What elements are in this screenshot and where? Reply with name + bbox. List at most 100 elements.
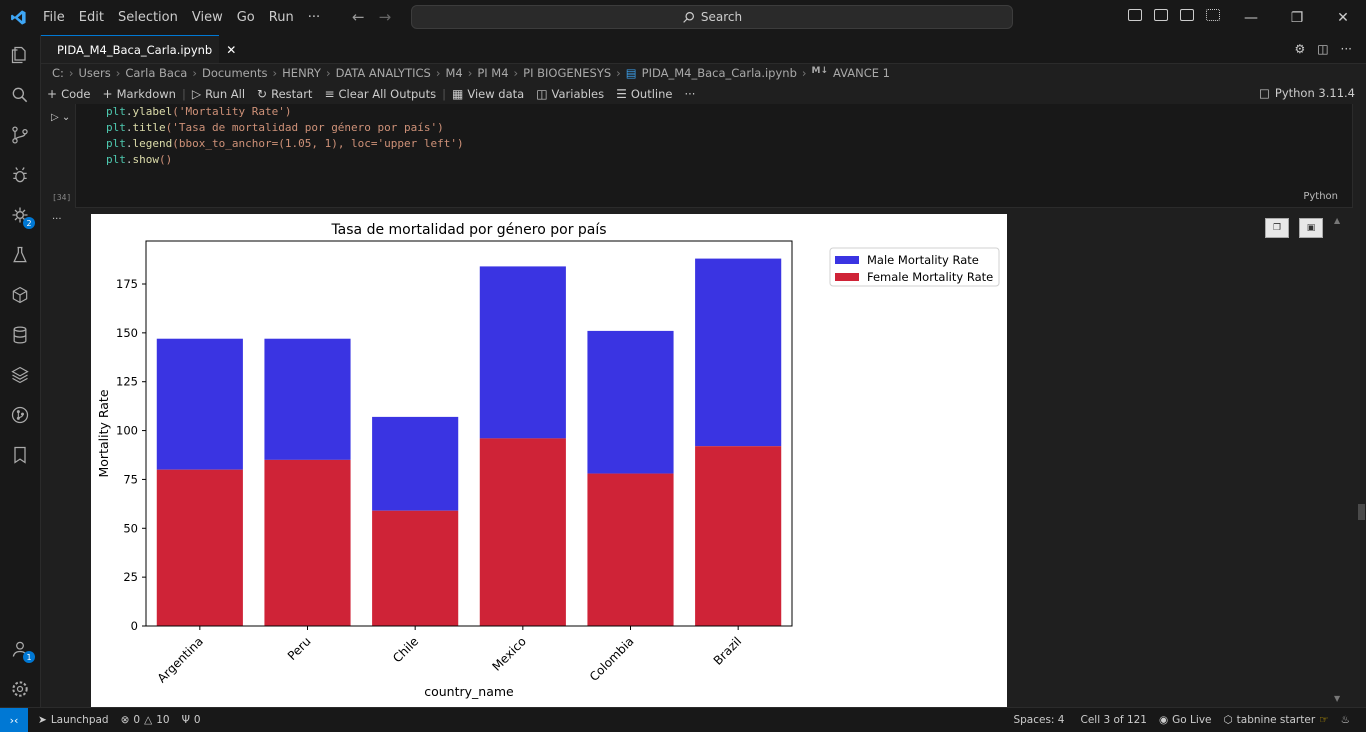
x-tick-label: Argentina	[155, 634, 206, 685]
menu-go[interactable]: Go	[236, 10, 255, 25]
forward-arrow-icon[interactable]: →	[378, 8, 392, 26]
breadcrumb-item[interactable]: PI M4	[477, 66, 509, 80]
tabnine-item[interactable]: ⬡ tabnine starter ☞	[1218, 714, 1335, 726]
breadcrumb-item[interactable]: AVANCE 1	[832, 66, 890, 80]
scroll-up-icon[interactable]: ▲	[1334, 216, 1341, 225]
indentation-item[interactable]: Spaces: 4	[1013, 714, 1065, 726]
copy-output-icon[interactable]: ❐	[1265, 218, 1289, 238]
cell-position-item[interactable]: Cell 3 of 121	[1080, 714, 1147, 726]
menu-selection[interactable]: Selection	[117, 10, 178, 25]
restore-icon[interactable]: ❐	[1290, 9, 1304, 26]
remote-indicator-icon[interactable]: ›‹	[0, 708, 28, 732]
x-tick-label: Peru	[285, 634, 314, 663]
output-more-icon[interactable]: ···	[52, 214, 62, 225]
database-icon[interactable]	[8, 323, 32, 347]
bar-male-mexico	[479, 266, 566, 439]
explorer-icon[interactable]	[8, 43, 32, 67]
source-control-icon[interactable]	[8, 123, 32, 147]
outline-button[interactable]: ☰ Outline	[610, 87, 678, 101]
y-tick-label: 75	[123, 472, 138, 486]
restart-button[interactable]: ↻ Restart	[251, 87, 318, 101]
close-window-icon[interactable]: ✕	[1337, 9, 1349, 26]
problems-item[interactable]: ⊗ 0 △ 10	[115, 714, 176, 726]
scroll-down-icon[interactable]: ▼	[1334, 694, 1341, 703]
toggle-secondary-sidebar-icon[interactable]	[1180, 9, 1194, 21]
toolbar-more-label: ···	[684, 87, 696, 101]
add-markdown-button[interactable]: + Markdown	[97, 87, 182, 101]
extensions-icon[interactable]: 2	[8, 203, 35, 229]
menu-view[interactable]: View	[191, 10, 223, 25]
manage-gear-icon[interactable]	[8, 677, 32, 701]
tab-notebook[interactable]: PIDA_M4_Baca_Carla.ipynb ✕	[41, 35, 236, 63]
menu-edit[interactable]: Edit	[78, 10, 104, 25]
close-tab-icon[interactable]: ✕	[226, 42, 237, 57]
run-all-label: Run All	[205, 87, 246, 101]
git-graph-icon[interactable]	[8, 403, 32, 427]
layers-icon[interactable]	[8, 363, 32, 387]
menu-run[interactable]: Run	[268, 10, 294, 25]
save-output-icon[interactable]: ▣	[1299, 218, 1323, 238]
extensions-badge: 2	[23, 217, 35, 229]
run-all-button[interactable]: ▷ Run All	[186, 87, 251, 101]
toggle-primary-sidebar-icon[interactable]	[1128, 9, 1142, 21]
notifications-bell-icon[interactable]: ♨	[1340, 714, 1350, 726]
customize-layout-icon[interactable]	[1206, 9, 1220, 21]
bookmarks-icon[interactable]	[8, 443, 32, 467]
toggle-panel-icon[interactable]	[1154, 9, 1168, 21]
testing-icon[interactable]	[8, 243, 32, 267]
minimize-icon[interactable]: —	[1244, 9, 1258, 26]
command-center-search[interactable]: Search	[411, 5, 1013, 29]
breadcrumb-item[interactable]: M4	[445, 66, 463, 80]
y-tick-label: 100	[116, 424, 138, 438]
menu-more[interactable]: ···	[307, 10, 321, 25]
menu-file[interactable]: File	[43, 10, 65, 25]
editor-scrollbar[interactable]	[1357, 104, 1366, 707]
bar-female-argentina	[156, 469, 243, 626]
code-line: plt.title('Tasa de mortalidad por género…	[106, 121, 444, 134]
breadcrumb-item[interactable]: HENRY	[282, 66, 321, 80]
code-cell[interactable]: plt.ylabel('Mortality Rate') plt.title('T…	[75, 104, 1353, 208]
bar-female-mexico	[479, 438, 566, 626]
go-live-item[interactable]: ◉ Go Live	[1153, 714, 1218, 726]
breadcrumb-item[interactable]: DATA ANALYTICS	[335, 66, 431, 80]
cell-language[interactable]: Python	[1303, 191, 1338, 202]
y-tick-label: 175	[116, 277, 138, 291]
bar-male-colombia	[587, 330, 674, 474]
accounts-icon[interactable]: 1	[8, 637, 35, 663]
x-tick-label: Colombia	[587, 634, 637, 684]
breadcrumb-item[interactable]: Documents	[201, 66, 268, 80]
legend-swatch	[835, 273, 859, 281]
kernel-picker[interactable]: □ Python 3.11.4	[1259, 86, 1355, 100]
restart-label: Restart	[271, 87, 313, 101]
breadcrumb-item[interactable]: PIDA_M4_Baca_Carla.ipynb	[641, 66, 797, 80]
code-args: ()	[159, 153, 173, 166]
breadcrumb-item[interactable]: Users	[78, 66, 111, 80]
breadcrumb-item[interactable]: Carla Baca	[125, 66, 188, 80]
split-editor-icon[interactable]: ◫	[1317, 42, 1329, 56]
legend-label: Male Mortality Rate	[867, 253, 979, 267]
breadcrumb-item[interactable]: PI BIOGENESYS	[523, 66, 612, 80]
code-object: plt	[106, 105, 126, 118]
code-editor[interactable]: plt.ylabel('Mortality Rate') plt.title('T…	[106, 104, 464, 168]
view-data-button[interactable]: ▦ View data	[446, 87, 530, 101]
scrollbar-thumb[interactable]	[1358, 504, 1365, 520]
run-debug-icon[interactable]	[8, 163, 32, 187]
table-icon: ▦	[451, 87, 464, 101]
launchpad-item[interactable]: ➤ Launchpad	[32, 714, 115, 726]
notebook-settings-icon[interactable]: ⚙	[1294, 42, 1306, 56]
search-view-icon[interactable]	[8, 83, 32, 107]
activity-bar: 2 1	[0, 35, 41, 707]
breadcrumb-item[interactable]: C:	[52, 66, 64, 80]
more-actions-icon[interactable]: ···	[1340, 42, 1352, 56]
variables-button[interactable]: ◫ Variables	[530, 87, 610, 101]
tab-label: PIDA_M4_Baca_Carla.ipynb	[57, 42, 213, 57]
back-arrow-icon[interactable]: ←	[352, 8, 365, 26]
view-data-label: View data	[467, 87, 525, 101]
run-cell-icon[interactable]: ▷ ⌄	[51, 112, 71, 123]
add-code-button[interactable]: + Code	[41, 87, 97, 101]
remote-explorer-icon[interactable]	[8, 283, 32, 307]
clear-all-outputs-button[interactable]: ≡ Clear All Outputs	[318, 87, 442, 101]
toolbar-more-button[interactable]: ···	[678, 87, 701, 101]
